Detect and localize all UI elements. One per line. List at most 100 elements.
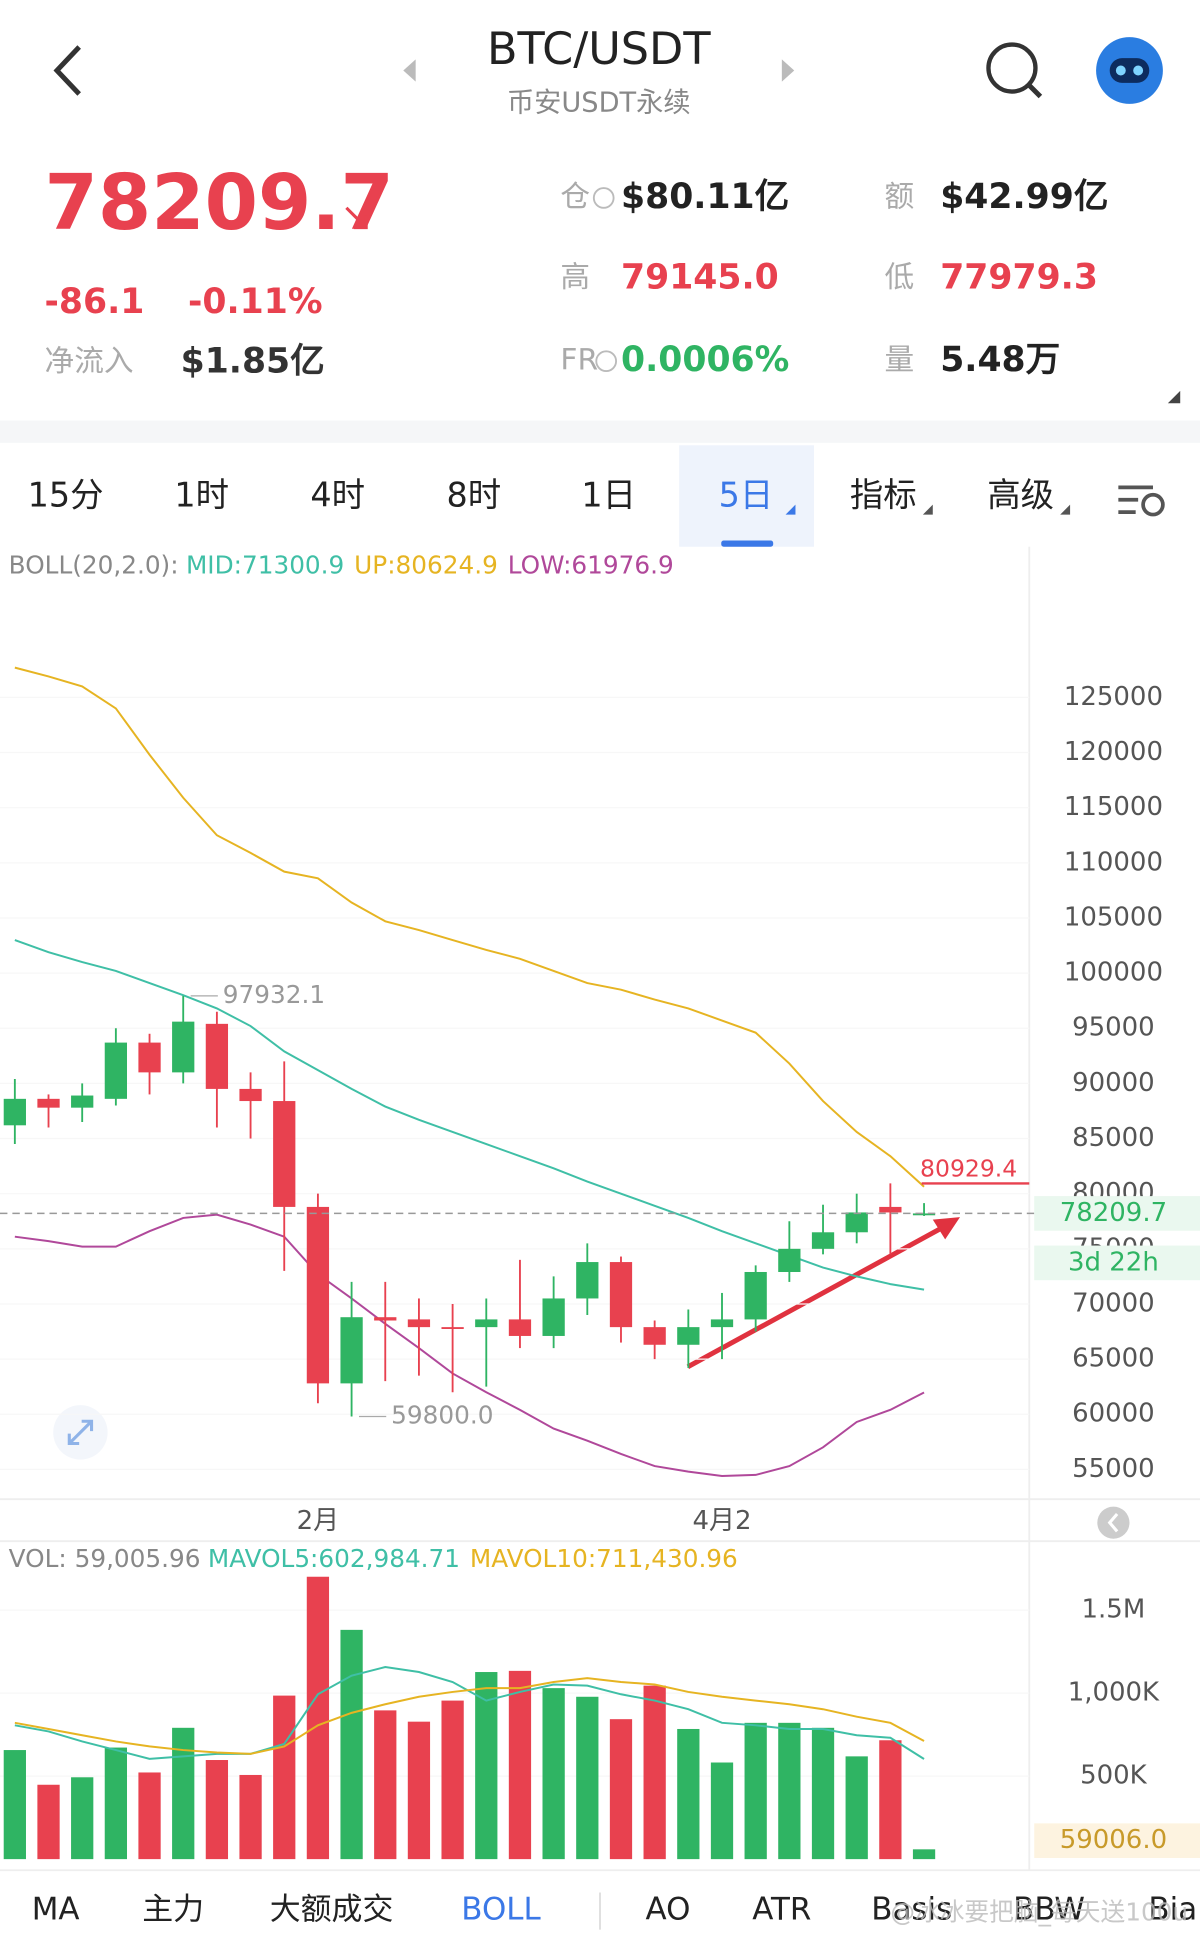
legend-entry: UP:80624.9 bbox=[354, 551, 498, 580]
volume-bar bbox=[407, 1721, 431, 1860]
interval-tab[interactable]: 高级 bbox=[987, 476, 1054, 515]
candle-body bbox=[677, 1327, 700, 1345]
extreme-label: 97932.1 bbox=[223, 980, 325, 1009]
y-tick-label: 1,000K bbox=[1068, 1678, 1160, 1708]
help-icon[interactable] bbox=[592, 187, 615, 209]
candle-body bbox=[912, 1213, 936, 1216]
countdown-label: 3d 22h bbox=[1068, 1247, 1159, 1277]
interval-tab[interactable]: 15分 bbox=[28, 476, 104, 515]
y-tick-label: 60000 bbox=[1072, 1399, 1155, 1429]
stat-label: 低 bbox=[885, 259, 915, 294]
watermark: @冰冰要把脑_每天送100u bbox=[890, 1898, 1188, 1927]
candle-body bbox=[273, 1101, 296, 1207]
stat-label: 高 bbox=[560, 259, 590, 294]
next-symbol[interactable] bbox=[781, 59, 795, 82]
fullscreen-button[interactable] bbox=[53, 1405, 108, 1460]
extreme-label: 59800.0 bbox=[391, 1400, 493, 1429]
stat-label: FR bbox=[560, 342, 598, 377]
indicator-tab[interactable]: BBW bbox=[1013, 1892, 1085, 1928]
volume-bar bbox=[374, 1710, 397, 1860]
volume-bar bbox=[71, 1777, 94, 1860]
prev-symbol[interactable] bbox=[403, 59, 416, 82]
symbol-subtitle: 币安USDT永续 bbox=[507, 87, 691, 118]
candle-body bbox=[542, 1298, 565, 1336]
volume-bar bbox=[138, 1772, 161, 1860]
legend-entry: MID:71300.9 bbox=[186, 551, 344, 580]
indicator-line bbox=[14, 1666, 925, 1760]
interval-tab[interactable]: 1日 bbox=[581, 476, 636, 515]
candle-body bbox=[407, 1319, 431, 1328]
scroll-latest-button[interactable] bbox=[1097, 1506, 1130, 1539]
volume-bar bbox=[845, 1756, 868, 1860]
candle-body bbox=[475, 1319, 498, 1328]
current-price-label: 78209.7 bbox=[1060, 1198, 1167, 1228]
candle-body bbox=[508, 1319, 532, 1336]
volume-bar bbox=[912, 1849, 936, 1860]
price-change: -86.1 bbox=[45, 282, 145, 322]
interval-tab[interactable]: 1时 bbox=[174, 476, 229, 515]
y-tick-label: 90000 bbox=[1072, 1068, 1155, 1098]
volume-bar bbox=[475, 1672, 498, 1860]
indicator-tab[interactable]: 主力 bbox=[142, 1892, 204, 1928]
candle-body bbox=[811, 1232, 835, 1249]
indicator-tab[interactable]: AO bbox=[646, 1892, 691, 1928]
y-tick-label: 65000 bbox=[1072, 1344, 1155, 1374]
current-volume-label: 59006.0 bbox=[1060, 1825, 1167, 1855]
candle-body bbox=[879, 1206, 902, 1213]
volume-bar bbox=[811, 1727, 835, 1860]
volume-bar bbox=[643, 1685, 666, 1860]
indicator-tab[interactable]: 大额成交 bbox=[270, 1892, 394, 1928]
indicator-tab[interactable]: ATR bbox=[752, 1892, 811, 1928]
net-inflow: $1.85亿 bbox=[181, 341, 325, 381]
volume-bar bbox=[576, 1696, 599, 1860]
indicator-tab[interactable]: BOLL bbox=[461, 1892, 541, 1928]
y-tick-label: 100000 bbox=[1064, 958, 1163, 988]
candle-body bbox=[374, 1317, 397, 1321]
candle-body bbox=[104, 1042, 128, 1099]
tab-dropdown-mark bbox=[785, 504, 796, 515]
indicator-tab[interactable]: MA bbox=[32, 1892, 80, 1928]
candle-body bbox=[172, 1021, 195, 1073]
help-icon[interactable] bbox=[595, 350, 618, 373]
down-arrow bbox=[345, 206, 368, 230]
y-tick-label: 70000 bbox=[1072, 1288, 1155, 1318]
assistant-avatar[interactable] bbox=[1096, 37, 1163, 104]
y-tick-label: 85000 bbox=[1072, 1123, 1155, 1153]
volume-bar bbox=[172, 1727, 195, 1860]
indicator-line bbox=[14, 939, 925, 1291]
candle-body bbox=[306, 1206, 330, 1384]
interval-tab[interactable]: 指标 bbox=[850, 476, 917, 515]
tab-dropdown-mark bbox=[922, 504, 933, 515]
symbol-title: BTC/USDT bbox=[487, 23, 711, 75]
volume-bar bbox=[273, 1695, 296, 1860]
stat-value: 79145.0 bbox=[621, 257, 779, 297]
back-button[interactable] bbox=[53, 45, 81, 96]
candle-body bbox=[71, 1095, 94, 1108]
volume-bar bbox=[778, 1722, 801, 1860]
search-button[interactable] bbox=[986, 42, 1043, 99]
candle-body bbox=[205, 1023, 229, 1089]
candle-body bbox=[138, 1042, 161, 1073]
volume-bar bbox=[677, 1728, 700, 1860]
volume-bar bbox=[340, 1629, 363, 1860]
candle-body bbox=[340, 1317, 363, 1384]
y-tick-label: 1.5M bbox=[1082, 1595, 1146, 1625]
indicator-tab[interactable]: Bia bbox=[1148, 1892, 1197, 1928]
legend-entry: MAVOL10:711,430.96 bbox=[470, 1544, 738, 1573]
interval-tab[interactable]: 4时 bbox=[310, 476, 365, 515]
interval-tab[interactable]: 8时 bbox=[447, 476, 502, 515]
price-change-pct: -0.11% bbox=[188, 282, 323, 322]
indicator-line bbox=[14, 666, 925, 1188]
expand-corner[interactable] bbox=[1167, 390, 1181, 404]
stat-value: 0.0006% bbox=[621, 340, 789, 380]
tab-dropdown-mark bbox=[1060, 504, 1071, 515]
stat-value: 5.48万 bbox=[940, 340, 1060, 380]
trend-arrow-head bbox=[932, 1217, 960, 1240]
interval-tab[interactable]: 5日 bbox=[719, 476, 774, 515]
indicator-tab[interactable]: Basis bbox=[871, 1892, 952, 1928]
settings-icon[interactable] bbox=[1118, 485, 1165, 517]
volume-bar bbox=[710, 1762, 734, 1860]
candle-body bbox=[37, 1098, 60, 1108]
